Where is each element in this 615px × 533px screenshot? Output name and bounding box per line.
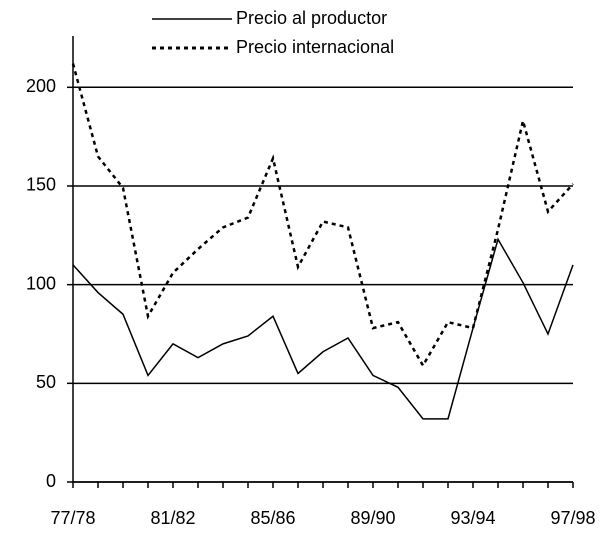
x-tick-label: 93/94 [450,508,495,528]
series-line [72,237,574,420]
legend-label: Precio internacional [236,37,394,57]
y-tick-label: 50 [36,372,56,392]
x-tick-label: 97/98 [550,508,595,528]
x-tick-label: 77/78 [50,508,95,528]
series-line [71,63,574,369]
x-tick-label: 81/82 [150,508,195,528]
x-tick-label: 85/86 [250,508,295,528]
legend-label: Precio al productor [236,8,387,28]
x-tick-label: 89/90 [350,508,395,528]
y-tick-label: 150 [26,175,56,195]
y-tick-label: 100 [26,273,56,293]
y-tick-label: 0 [46,471,56,491]
y-tick-label: 200 [26,76,56,96]
